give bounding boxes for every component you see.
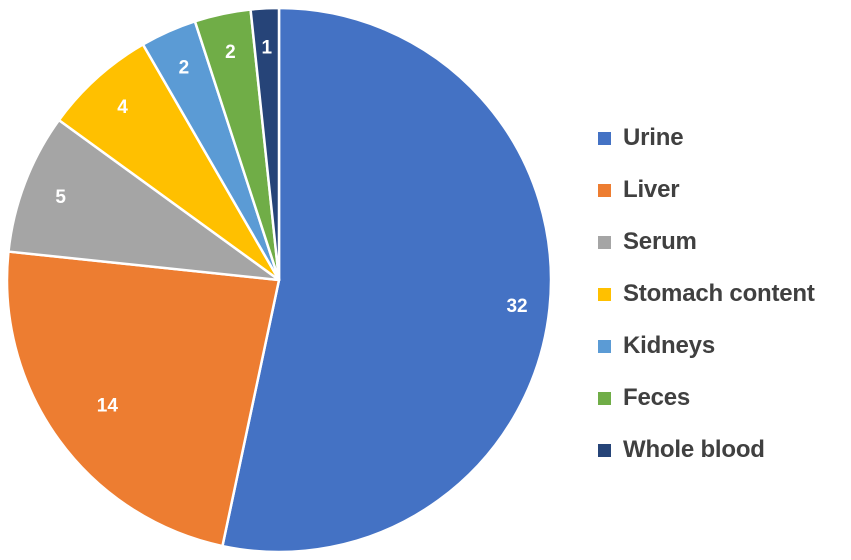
- pie-slice-stomach-content: [57, 43, 281, 282]
- legend-label: Feces: [623, 384, 691, 411]
- legend-swatch: [598, 443, 611, 457]
- legend-label: Whole blood: [623, 436, 765, 463]
- legend-swatch: [598, 235, 611, 249]
- legend-item-kidneys: Kidneys: [598, 320, 850, 372]
- legend-item-stomach-content: Stomach content: [598, 268, 850, 320]
- legend-item-feces: Feces: [598, 372, 850, 424]
- data-label-feces: 2: [225, 42, 236, 63]
- legend-swatch: [598, 287, 611, 301]
- data-label-stomach-content: 4: [117, 97, 128, 118]
- pie-slice-liver: [5, 250, 281, 548]
- legend-label: Kidneys: [623, 332, 715, 359]
- data-label-kidneys: 2: [179, 57, 190, 78]
- data-label-liver: 14: [97, 396, 119, 417]
- data-label-whole-blood: 1: [261, 37, 272, 58]
- pie-slice-urine: [221, 6, 553, 554]
- legend-item-urine: Urine: [598, 112, 850, 164]
- legend-item-serum: Serum: [598, 216, 850, 268]
- legend-swatch: [598, 391, 611, 405]
- data-label-serum: 5: [55, 187, 66, 208]
- legend-label: Liver: [623, 176, 680, 203]
- legend: Urine Liver Serum Stomach content Kidneys Fec…: [598, 112, 850, 476]
- legend-swatch: [598, 339, 611, 353]
- pie-slice-serum: [7, 118, 281, 282]
- legend-label: Stomach content: [623, 280, 815, 307]
- legend-label: Urine: [623, 124, 684, 151]
- data-label-urine: 32: [506, 296, 527, 317]
- legend-swatch: [598, 131, 611, 145]
- legend-label: Serum: [623, 228, 697, 255]
- legend-swatch: [598, 183, 611, 197]
- legend-item-liver: Liver: [598, 164, 850, 216]
- legend-item-whole-blood: Whole blood: [598, 424, 850, 476]
- pie-slice-whole-blood: [249, 6, 281, 282]
